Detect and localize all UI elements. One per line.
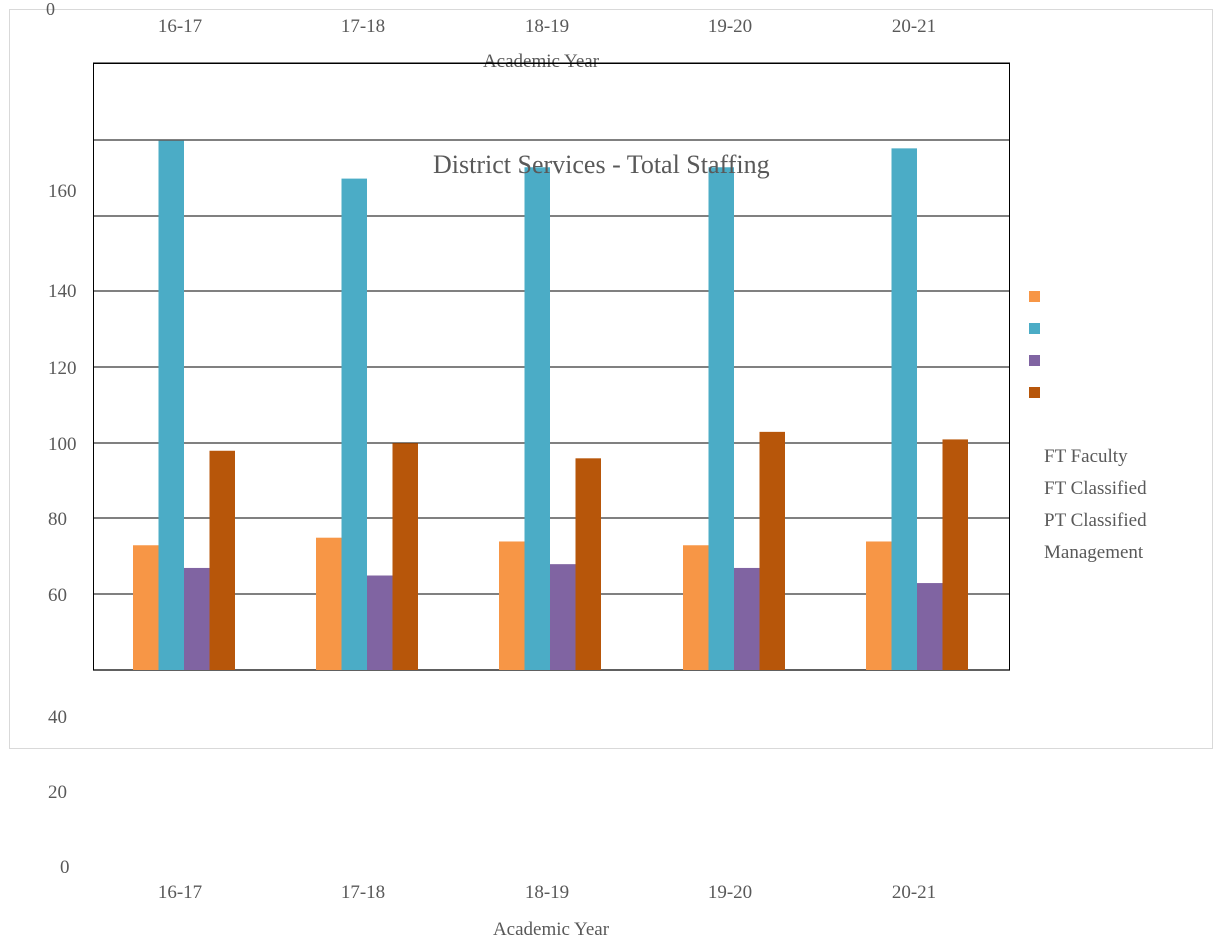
ghost-x-tick-label: 19-20 bbox=[707, 16, 753, 37]
ghost-x-tick-label: 17-18 bbox=[340, 16, 386, 37]
bar-management-17-18 bbox=[392, 443, 418, 670]
chart-title: District Services - Total Staffing bbox=[433, 150, 770, 179]
x-axis-title: Academic Year bbox=[492, 919, 610, 940]
ghost-x-tick-label: 18-19 bbox=[524, 16, 570, 37]
y-tick-label: 80 bbox=[48, 509, 67, 530]
bar-ft-classified-17-18 bbox=[341, 178, 367, 670]
x-tick-label: 17-18 bbox=[340, 882, 386, 903]
bar-ft-classified-18-19 bbox=[524, 167, 550, 670]
bar-ft-faculty-19-20 bbox=[683, 545, 709, 670]
y-tick-label: 120 bbox=[48, 358, 77, 379]
legend-label-ft-classified: FT Classified bbox=[1044, 478, 1147, 499]
bar-ft-classified-19-20 bbox=[708, 167, 734, 670]
y-tick-label: 160 bbox=[48, 181, 77, 202]
bar-management-20-21 bbox=[942, 439, 968, 670]
x-tick-label: 18-19 bbox=[524, 882, 570, 903]
bar-pt-classified-18-19 bbox=[550, 564, 576, 670]
ghost-x-axis-title: Academic Year bbox=[482, 51, 600, 72]
x-tick-label: 19-20 bbox=[707, 882, 753, 903]
legend-swatch-ft-faculty bbox=[1029, 291, 1040, 302]
ghost-x-tick-label: 20-21 bbox=[891, 16, 937, 37]
clipped-y-tick-label: 0 bbox=[46, 0, 55, 19]
legend-swatch-pt-classified bbox=[1029, 355, 1040, 366]
bar-ft-faculty-18-19 bbox=[499, 541, 525, 670]
bar-management-16-17 bbox=[209, 450, 235, 670]
bar-pt-classified-20-21 bbox=[917, 583, 943, 670]
y-tick-label: 100 bbox=[48, 434, 77, 455]
bar-pt-classified-17-18 bbox=[367, 575, 393, 670]
y-tick-label: 20 bbox=[48, 782, 67, 803]
bar-ft-faculty-20-21 bbox=[866, 541, 892, 670]
legend-swatch-management bbox=[1029, 387, 1040, 398]
chart-area-border: 0 bbox=[9, 0, 1213, 749]
bar-ft-faculty-17-18 bbox=[316, 537, 342, 670]
bar-ft-faculty-16-17 bbox=[133, 545, 159, 670]
y-tick-label: 140 bbox=[48, 281, 77, 302]
bar-management-19-20 bbox=[759, 431, 785, 670]
y-tick-label: 60 bbox=[48, 585, 67, 606]
legend-label-management: Management bbox=[1044, 542, 1144, 563]
y-tick-label: 40 bbox=[48, 707, 67, 728]
legend-label-pt-classified: PT Classified bbox=[1044, 510, 1147, 531]
bar-pt-classified-19-20 bbox=[734, 567, 760, 670]
y-tick-label: 0 bbox=[60, 857, 70, 878]
bar-ft-classified-20-21 bbox=[891, 148, 917, 671]
ghost-x-tick-label: 16-17 bbox=[157, 16, 203, 37]
legend-swatch-ft-classified bbox=[1029, 323, 1040, 334]
bar-management-18-19 bbox=[575, 458, 601, 670]
x-tick-label: 20-21 bbox=[891, 882, 937, 903]
bar-ft-classified-16-17 bbox=[158, 140, 184, 671]
x-tick-label: 16-17 bbox=[157, 882, 203, 903]
bar-pt-classified-16-17 bbox=[184, 567, 210, 670]
legend-label-ft-faculty: FT Faculty bbox=[1044, 446, 1128, 467]
